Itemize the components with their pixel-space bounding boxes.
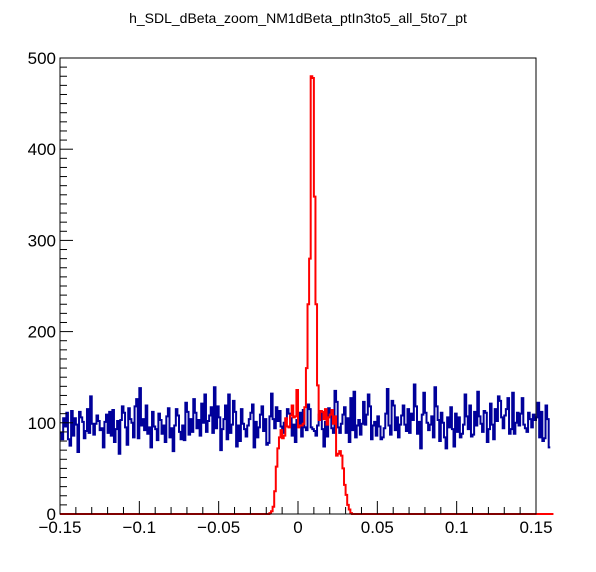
series-layer [60,75,554,515]
histogram-series-1 [60,383,551,455]
tick-labels: −0.15 −0.1 −0.05 0 0.05 0.1 0.15 0 100 200 300 400 5… [28,49,553,537]
y-tick-label: 300 [28,231,56,250]
plot-frame [59,57,537,515]
chart-title: h_SDL_dBeta_zoom_NM1dBeta_ptIn3to5_all_5… [129,10,467,26]
histogram-series-2 [60,75,554,515]
y-tick-label: 400 [28,140,56,159]
x-tick-label: −0.1 [123,518,157,537]
x-tick-label: 0.15 [519,518,552,537]
x-tick-label: 0.1 [445,518,469,537]
y-tick-label: 100 [28,414,56,433]
y-tick-label: 0 [47,505,56,524]
y-tick-label: 500 [28,49,56,68]
x-tick-label: −0.15 [38,518,81,537]
x-tick-label: 0 [293,518,302,537]
x-tick-label: 0.05 [361,518,394,537]
x-tick-label: −0.05 [197,518,240,537]
y-tick-label: 200 [28,323,56,342]
axes [59,57,537,515]
